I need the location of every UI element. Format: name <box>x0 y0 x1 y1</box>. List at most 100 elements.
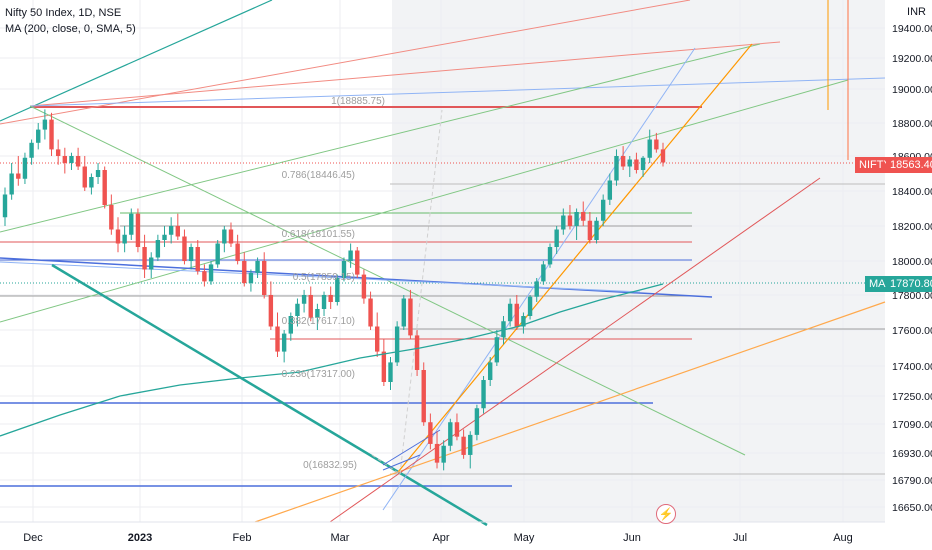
fib-label-1: 0.786(18446.45) <box>282 170 355 181</box>
trendline-teal-thick <box>51 263 488 527</box>
candle-body-37 <box>248 272 254 284</box>
candle-body-32 <box>215 243 220 265</box>
indicator-legend[interactable]: MA (200, close, 0, SMA, 5) <box>5 23 136 35</box>
price-tick-11: 17250.00 <box>892 391 932 403</box>
candle-body-78 <box>521 316 526 327</box>
candle-body-89 <box>594 220 599 240</box>
candle-body-51 <box>341 261 347 278</box>
candle-body-76 <box>507 303 513 322</box>
trendline-red-diag <box>329 177 821 523</box>
ma-200-line <box>0 283 664 437</box>
fib-label-0: 1(18885.75) <box>331 96 385 107</box>
nifty-price-tag: 18563.40 <box>886 157 932 173</box>
candle-body-10 <box>69 156 74 163</box>
fib-label-6: 0(16832.95) <box>303 460 357 471</box>
ma-price-tag: 17870.80 <box>886 276 932 292</box>
candle-body-49 <box>328 295 333 302</box>
time-tick-5: May <box>514 532 535 544</box>
fan-line-1 <box>382 454 421 471</box>
price-tick-10: 17400.00 <box>892 361 932 373</box>
time-tick-6: Jun <box>623 532 641 544</box>
price-tick-9: 17600.00 <box>892 325 932 337</box>
time-tick-1: 2023 <box>128 532 152 544</box>
price-tick-14: 16790.00 <box>892 475 932 487</box>
candle-body-41 <box>275 326 280 352</box>
candle-body-96 <box>640 157 646 170</box>
price-tick-15: 16650.00 <box>892 502 932 514</box>
price-axis[interactable]: 19400.0019200.0019000.0018800.0018600.00… <box>892 23 932 514</box>
fib-label-3: 0.5(17859.15) <box>293 272 355 283</box>
candle-body-75 <box>501 321 506 338</box>
candle-body-48 <box>321 295 327 309</box>
candle-body-36 <box>242 261 247 284</box>
dashed-guide-2 <box>399 109 443 475</box>
candle-body-15 <box>102 170 107 205</box>
candle-body-14 <box>95 170 101 177</box>
candle-body-71 <box>474 408 480 435</box>
candle-body-94 <box>627 159 632 167</box>
candle-body-39 <box>262 261 267 295</box>
candle-body-93 <box>620 156 626 167</box>
candle-body-88 <box>587 220 593 240</box>
candle-body-95 <box>634 159 639 170</box>
candle-body-20 <box>135 213 141 247</box>
candle-body-85 <box>567 215 573 226</box>
candle-body-73 <box>487 362 493 380</box>
candle-body-67 <box>448 422 453 446</box>
candle-body-28 <box>188 247 194 261</box>
price-tick-8: 17800.00 <box>892 290 932 302</box>
price-tick-12: 17090.00 <box>892 419 932 431</box>
candle-body-43 <box>288 316 293 334</box>
candle-body-8 <box>55 149 61 156</box>
candle-body-13 <box>89 177 94 188</box>
candle-body-90 <box>600 199 606 221</box>
candle-body-59 <box>394 326 400 363</box>
candle-body-58 <box>388 362 393 382</box>
candle-body-74 <box>494 337 500 363</box>
time-tick-0: Dec <box>23 532 43 544</box>
candle-body-84 <box>561 215 566 230</box>
candle-body-81 <box>541 264 546 282</box>
price-tick-13: 16930.00 <box>892 448 932 460</box>
candle-body-2 <box>16 173 21 179</box>
candle-body-98 <box>654 139 659 150</box>
candle-body-35 <box>235 243 240 261</box>
time-axis[interactable]: Dec 2023 Feb Mar Apr May Jun Jul Aug <box>0 521 885 544</box>
candle-body-62 <box>414 335 420 370</box>
candle-body-99 <box>660 149 666 163</box>
candle-body-19 <box>129 213 134 235</box>
candle-body-16 <box>109 205 114 230</box>
price-tick-5: 18400.00 <box>892 186 932 198</box>
candle-body-42 <box>281 333 287 352</box>
time-tick-7: Jul <box>733 532 747 544</box>
trendline-pink-2 <box>29 41 781 107</box>
candle-body-5 <box>36 129 41 143</box>
candle-body-91 <box>607 180 613 200</box>
candle-body-34 <box>228 229 234 244</box>
candle-body-6 <box>42 119 48 130</box>
time-tick-2: Feb <box>233 532 252 544</box>
price-axis-bg <box>885 0 932 550</box>
candle-body-87 <box>581 212 586 221</box>
candle-body-40 <box>268 295 274 327</box>
candle-body-3 <box>22 157 28 179</box>
candle-body-33 <box>222 229 227 244</box>
price-tick-2: 19000.00 <box>892 84 932 96</box>
candle-body-22 <box>149 257 154 270</box>
candle-body-46 <box>308 295 313 318</box>
fib-label-5: 0.236(17317.00) <box>282 369 355 380</box>
candle-body-29 <box>195 247 200 272</box>
trendline-orange-steep <box>397 43 753 473</box>
candle-body-18 <box>122 234 127 244</box>
fib-label-2: 0.618(18101.55) <box>282 229 355 240</box>
candle-body-65 <box>434 443 440 463</box>
symbol-title[interactable]: Nifty 50 Index, 1D, NSE <box>5 7 122 19</box>
fib-label-4: 0.382(17617.10) <box>282 316 355 327</box>
candle-body-63 <box>421 370 426 423</box>
time-tick-3: Mar <box>331 532 350 544</box>
candle-body-4 <box>29 142 34 158</box>
candle-body-64 <box>428 422 433 444</box>
event-lightning-icon[interactable]: ⚡ <box>656 504 676 524</box>
trendline-orange-shallow <box>254 301 886 523</box>
